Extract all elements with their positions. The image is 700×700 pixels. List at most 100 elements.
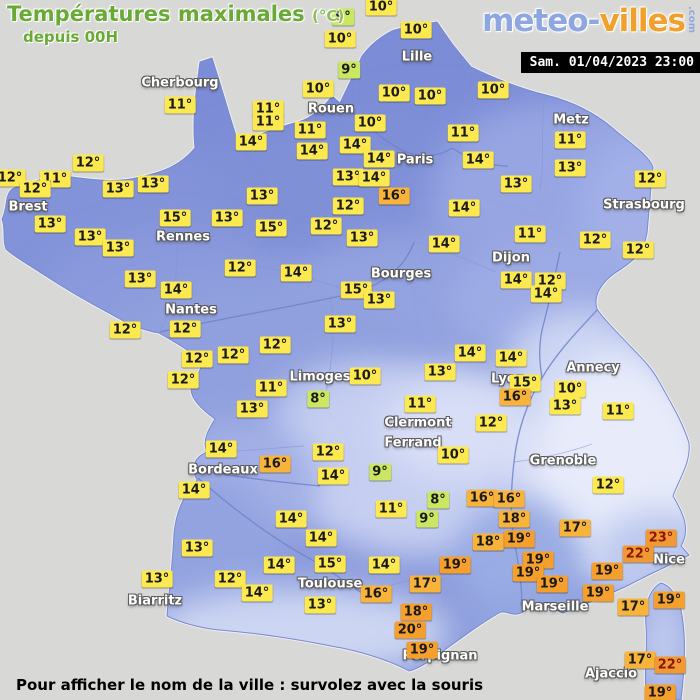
temp-badge[interactable]: 19° (406, 641, 438, 659)
temp-badge[interactable]: 22° (622, 545, 654, 563)
temp-badge[interactable]: 14° (448, 199, 480, 217)
temp-badge[interactable]: 12° (0, 169, 26, 187)
temp-badge[interactable]: 16° (360, 585, 392, 603)
temp-badge[interactable]: 10° (302, 80, 334, 98)
temp-badge[interactable]: 11° (252, 100, 284, 118)
temp-badge[interactable]: 13° (500, 175, 532, 193)
temp-badge[interactable]: 10° (477, 81, 509, 99)
temp-badge[interactable]: 13° (246, 187, 278, 205)
temp-badge[interactable]: 10° (324, 30, 356, 48)
temp-badge[interactable]: 18° (472, 533, 504, 551)
temp-badge[interactable]: 15° (255, 219, 287, 237)
temp-badge[interactable]: 10° (354, 114, 386, 132)
temp-badge[interactable]: 11° (554, 131, 586, 149)
temp-badge[interactable]: 10° (365, 0, 397, 16)
temp-badge[interactable]: 10° (414, 87, 446, 105)
temp-badge[interactable]: 22° (654, 656, 686, 674)
temp-badge[interactable]: 12° (622, 241, 654, 259)
temp-badge[interactable]: 17° (624, 651, 656, 669)
temp-badge[interactable]: 13° (304, 596, 336, 614)
temp-badge[interactable]: 12° (167, 371, 199, 389)
temp-badge[interactable]: 13° (324, 315, 356, 333)
temp-badge[interactable]: 12° (181, 350, 213, 368)
temp-badge[interactable]: 13° (424, 363, 456, 381)
temp-badge[interactable]: 11° (447, 124, 479, 142)
temp-badge[interactable]: 19° (439, 556, 471, 574)
temp-badge[interactable]: 11° (404, 395, 436, 413)
temp-badge[interactable]: 13° (181, 539, 213, 557)
temp-badge[interactable]: 18° (400, 603, 432, 621)
temp-badge[interactable]: 14° (205, 440, 237, 458)
temp-badge[interactable]: 12° (169, 320, 201, 338)
temp-badge[interactable]: 19° (536, 575, 568, 593)
temp-badge[interactable]: 10° (554, 380, 586, 398)
temp-badge[interactable]: 13° (363, 291, 395, 309)
temp-badge[interactable]: 15° (340, 281, 372, 299)
temp-badge[interactable]: 9° (416, 510, 438, 528)
temp-badge[interactable]: 15° (314, 555, 346, 573)
temp-badge[interactable]: 9° (338, 61, 360, 79)
temp-badge[interactable]: 9° (369, 463, 391, 481)
temp-badge[interactable]: 11° (164, 96, 196, 114)
temp-badge[interactable]: 14° (500, 271, 532, 289)
temp-badge[interactable]: 17° (617, 598, 649, 616)
temp-badge[interactable]: 13° (211, 209, 243, 227)
temp-badge[interactable]: 16° (378, 187, 410, 205)
temp-badge[interactable]: 8° (427, 491, 449, 509)
temp-badge[interactable]: 13° (124, 270, 156, 288)
temp-badge[interactable]: 13° (102, 180, 134, 198)
temp-badge[interactable]: 12° (312, 443, 344, 461)
temp-badge[interactable]: 13° (236, 400, 268, 418)
temp-badge[interactable]: 15° (509, 374, 541, 392)
temp-badge[interactable]: 11° (255, 379, 287, 397)
temp-badge[interactable]: 23° (645, 529, 677, 547)
temp-badge[interactable]: 11° (602, 402, 634, 420)
temp-badge[interactable]: 20° (394, 621, 426, 639)
temp-badge[interactable]: 12° (592, 476, 624, 494)
temp-badge[interactable]: 17° (409, 575, 441, 593)
temp-badge[interactable]: 12° (224, 259, 256, 277)
temp-badge[interactable]: 19° (653, 591, 685, 609)
temp-badge[interactable]: 11° (375, 500, 407, 518)
temp-badge[interactable]: 12° (475, 414, 507, 432)
temp-badge[interactable]: 12° (259, 336, 291, 354)
temp-badge[interactable]: 13° (549, 397, 581, 415)
temp-badge[interactable]: 18° (498, 510, 530, 528)
temp-badge[interactable]: 10° (437, 446, 469, 464)
temp-badge[interactable]: 11° (252, 113, 284, 131)
temp-badge[interactable]: 14° (263, 556, 295, 574)
temp-badge[interactable]: 13° (34, 215, 66, 233)
temp-badge[interactable]: 12° (634, 170, 666, 188)
temp-badge[interactable]: 14° (280, 264, 312, 282)
temp-badge[interactable]: 12° (72, 154, 104, 172)
temp-badge[interactable]: 19° (591, 562, 623, 580)
temp-badge[interactable]: 14° (428, 235, 460, 253)
temp-badge[interactable]: 12° (214, 570, 246, 588)
temp-badge[interactable]: 14° (235, 133, 267, 151)
brand-logo[interactable]: meteo-villes.com (482, 6, 697, 37)
temp-badge[interactable]: 14° (178, 481, 210, 499)
temp-badge[interactable]: 19° (512, 564, 544, 582)
temp-badge[interactable]: 14° (462, 151, 494, 169)
temp-badge[interactable]: 10° (349, 367, 381, 385)
temp-badge[interactable]: 16° (259, 455, 291, 473)
temp-badge[interactable]: 13° (332, 168, 364, 186)
temp-badge[interactable]: 16° (499, 388, 531, 406)
temp-badge[interactable]: 10° (378, 84, 410, 102)
temp-badge[interactable]: 12° (109, 321, 141, 339)
temp-badge[interactable]: 13° (137, 175, 169, 193)
temp-badge[interactable]: 15° (159, 209, 191, 227)
temp-badge[interactable]: 13° (141, 570, 173, 588)
temp-badge[interactable]: 16° (466, 489, 498, 507)
temp-badge[interactable]: 14° (358, 169, 390, 187)
temp-badge[interactable]: 14° (495, 349, 527, 367)
temp-badge[interactable]: 11° (514, 225, 546, 243)
temp-badge[interactable]: 19° (644, 684, 676, 700)
temp-badge[interactable]: 12° (579, 231, 611, 249)
temp-badge[interactable]: 14° (339, 136, 371, 154)
temp-badge[interactable]: 14° (241, 584, 273, 602)
temp-badge[interactable]: 14° (305, 529, 337, 547)
temp-badge[interactable]: 9° (332, 8, 354, 26)
temp-badge[interactable]: 14° (160, 281, 192, 299)
temp-badge[interactable]: 8° (307, 390, 329, 408)
